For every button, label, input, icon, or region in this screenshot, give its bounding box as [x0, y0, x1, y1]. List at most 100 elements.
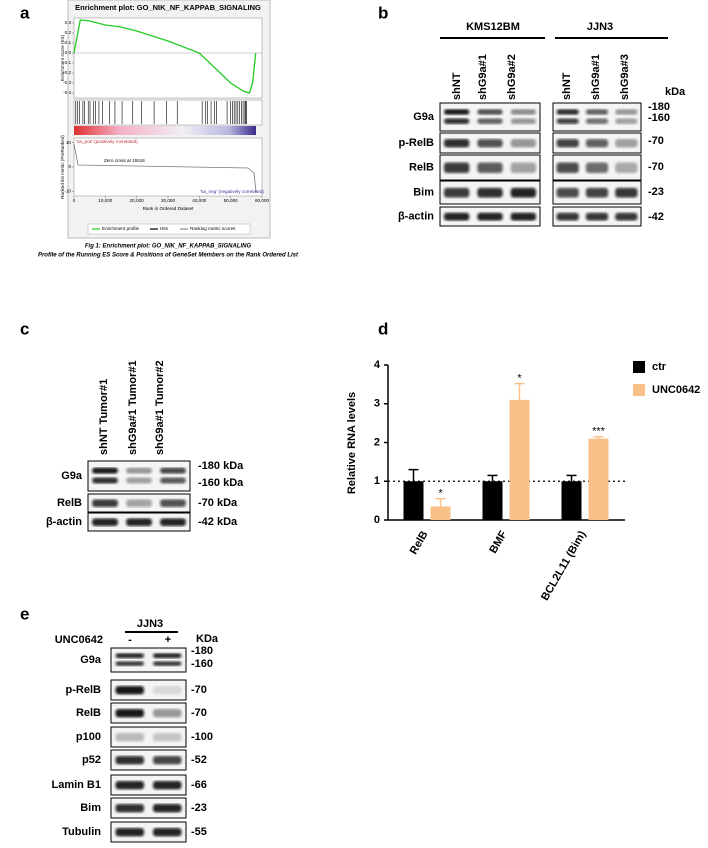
panel-label: e — [20, 604, 29, 623]
band — [510, 118, 536, 124]
band — [477, 162, 503, 173]
kda-marker: -160 — [191, 658, 213, 670]
kda-marker: -42 kDa — [198, 516, 238, 528]
bar — [509, 399, 530, 520]
legend-swatch — [633, 361, 645, 373]
metric-label: Ranked list metric (PreRanked) — [60, 135, 65, 199]
band — [477, 187, 503, 198]
kda-marker: -180 — [648, 101, 670, 113]
band — [585, 162, 609, 173]
es-line — [73, 19, 257, 94]
row-label: Tubulin — [62, 826, 101, 838]
x-tick-label: 40,000 — [192, 198, 206, 203]
bar — [561, 481, 582, 520]
x-tick-label: BMF — [487, 529, 509, 556]
kda-marker: -23 — [648, 186, 664, 198]
row-label: p-RelB — [399, 137, 435, 149]
metric-curve — [73, 143, 257, 193]
panel-label: b — [378, 3, 388, 22]
band — [615, 187, 638, 198]
band — [477, 109, 503, 115]
kda-marker: -70 — [191, 707, 207, 719]
band — [153, 653, 182, 659]
band — [115, 661, 144, 666]
band — [444, 109, 470, 115]
y-tick-label: -0.1 — [63, 60, 71, 65]
bar — [430, 506, 451, 520]
band — [444, 187, 470, 198]
blot-frame — [110, 647, 187, 673]
blot-frame — [110, 774, 187, 796]
band — [160, 477, 186, 484]
row-label: p100 — [76, 731, 101, 743]
kda-marker: -70 — [648, 135, 664, 147]
significance: *** — [592, 426, 606, 438]
blot-frame — [110, 702, 187, 724]
row-label: p-RelB — [66, 684, 102, 696]
band — [115, 686, 144, 695]
band — [510, 109, 536, 115]
kda-marker: -160 — [648, 112, 670, 124]
band — [126, 477, 152, 484]
y-tick-label: 0.3 — [65, 20, 72, 25]
band — [556, 212, 579, 221]
band — [153, 661, 182, 666]
y-tick-label: 3 — [374, 398, 380, 410]
band — [115, 781, 144, 790]
lane-label: shG9a#2 — [506, 54, 518, 100]
lane-label: shG9a#1 Tumor#1 — [127, 360, 139, 455]
band — [92, 467, 118, 474]
kda-marker: -180 kDa — [198, 460, 244, 472]
band — [615, 109, 638, 115]
band — [153, 709, 182, 718]
band — [160, 467, 186, 474]
blot-frame — [110, 821, 187, 843]
kda-marker: -52 — [191, 754, 207, 766]
legend-label: Ranking metric scores — [190, 226, 236, 231]
row-label: p52 — [82, 754, 101, 766]
x-tick-label: 30,000 — [161, 198, 175, 203]
lane-label: + — [165, 634, 171, 646]
blot-frame — [87, 460, 191, 492]
band — [510, 139, 536, 148]
zero-cross: Zero cross at 15516 — [104, 158, 145, 163]
kda-marker: -160 kDa — [198, 477, 244, 489]
y-tick-label: 0 — [374, 514, 380, 526]
row-label: Bim — [80, 802, 101, 814]
lane-label: - — [128, 634, 132, 646]
row-label: G9a — [80, 654, 102, 666]
x-tick-label: 10,000 — [98, 198, 112, 203]
y-tick-label: -0.4 — [63, 90, 71, 95]
gsea-title: Enrichment plot: GO_NIK_NF_KAPPAB_SIGNAL… — [75, 3, 261, 12]
band — [585, 139, 609, 148]
band — [556, 109, 579, 115]
kda-marker: -100 — [191, 731, 213, 743]
panel-label: a — [20, 3, 30, 22]
legend-box — [87, 223, 251, 235]
band — [153, 804, 182, 813]
blot-frame — [439, 102, 541, 132]
x-axis-label: Rank in Ordered Dataset — [143, 206, 195, 211]
group-label: JJN3 — [137, 618, 163, 630]
band — [477, 118, 503, 124]
x-tick-label: RelB — [408, 529, 431, 557]
legend-swatch — [633, 384, 645, 396]
band — [153, 781, 182, 790]
panel-label: c — [20, 319, 29, 338]
band — [126, 518, 152, 526]
caption: Fig 1: Enrichment plot: GO_NIK_NF_KAPPAB… — [85, 244, 252, 250]
band — [444, 212, 470, 221]
row-label: β-actin — [46, 516, 82, 528]
lane-label: shNT — [451, 72, 463, 100]
band — [615, 139, 638, 148]
band — [585, 118, 609, 124]
group-label: KMS12BM — [466, 21, 520, 33]
x-tick-label: 60,000 — [255, 198, 269, 203]
x-tick-label: 20,000 — [130, 198, 144, 203]
lane-label: shG9a#3 — [619, 54, 631, 100]
band — [115, 733, 144, 742]
significance: * — [517, 373, 522, 385]
band — [153, 733, 182, 742]
blot-frame — [110, 679, 187, 701]
band — [615, 118, 638, 124]
